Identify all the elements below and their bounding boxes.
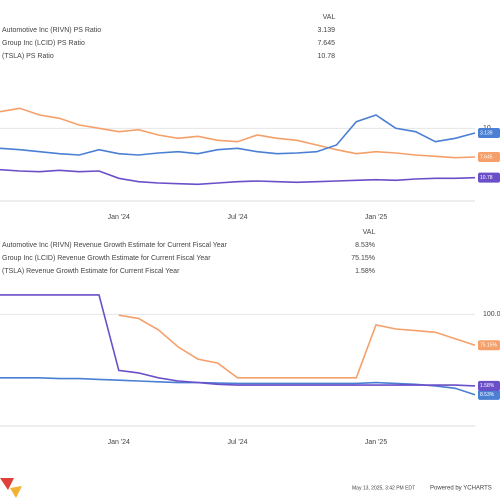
legend-label: Automotive Inc (RIVN) Revenue Growth Est… <box>2 242 228 249</box>
series-line <box>0 114 476 156</box>
x-tick-label: Jul '24 <box>227 214 247 221</box>
end-label-box <box>478 340 500 351</box>
legend-value: 10.78 <box>317 53 335 60</box>
end-label-box <box>478 380 500 391</box>
x-tick-label: Jan '24 <box>108 439 130 446</box>
legend-label: Automotive Inc (RIVN) PS Ratio <box>2 27 101 34</box>
end-label: 1.58% <box>480 383 495 389</box>
end-label: 3.139 <box>480 130 493 136</box>
end-label-box <box>478 172 500 183</box>
logo <box>0 478 22 498</box>
legend-header: VAL <box>363 229 376 236</box>
legend-value: 7.645 <box>317 40 335 47</box>
series-line <box>118 314 476 379</box>
end-label-box <box>478 152 500 162</box>
x-tick-label: Jan '24 <box>108 214 130 221</box>
legend-value: 75.15% <box>351 255 375 262</box>
x-tick-label: Jul '24 <box>227 439 247 446</box>
legend-label: Group Inc (LCID) PS Ratio <box>2 40 85 47</box>
series-line <box>0 294 476 387</box>
legend-value: 3.139 <box>317 27 335 34</box>
series-line <box>0 377 476 396</box>
timestamp: May 13, 2025, 3:42 PM EDT <box>352 485 415 491</box>
end-label: 75.15% <box>480 343 498 349</box>
series-line <box>0 168 476 186</box>
legend-value: 1.58% <box>355 268 375 275</box>
end-label: 10.78 <box>480 175 493 181</box>
legend-header: VAL <box>323 14 336 21</box>
x-tick-label: Jan '25 <box>365 439 387 446</box>
legend-label: (TSLA) Revenue Growth Estimate for Curre… <box>2 268 180 275</box>
y-tick-label: 100.0% <box>483 311 500 318</box>
series-line <box>0 107 476 159</box>
end-label-box <box>478 389 500 400</box>
end-label: 7.645 <box>480 154 493 160</box>
end-label: 8.53% <box>480 392 495 398</box>
legend-label: Group Inc (LCID) Revenue Growth Estimate… <box>2 255 211 262</box>
end-label-box <box>478 128 500 138</box>
legend-label: (TSLA) PS Ratio <box>2 53 54 60</box>
x-tick-label: Jan '25 <box>365 214 387 221</box>
powered-by: Powered by YCHARTS <box>430 486 492 492</box>
legend-value: 8.53% <box>355 242 375 249</box>
